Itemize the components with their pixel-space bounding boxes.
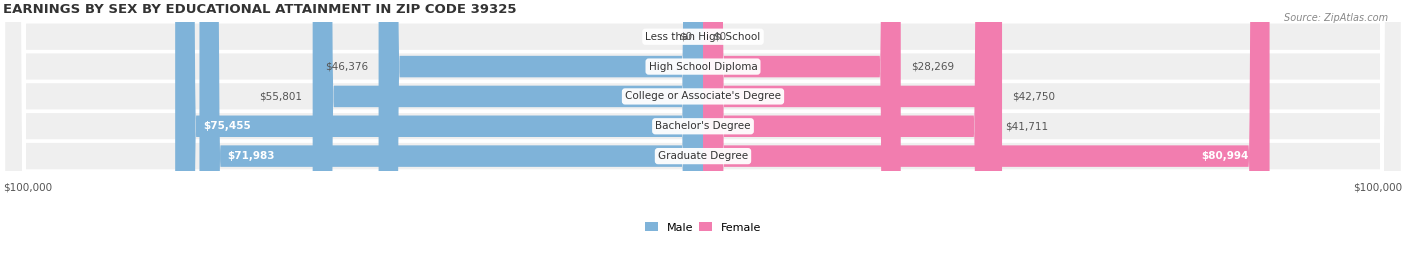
FancyBboxPatch shape bbox=[3, 0, 1403, 268]
Text: $42,750: $42,750 bbox=[1012, 91, 1056, 101]
Text: Graduate Degree: Graduate Degree bbox=[658, 151, 748, 161]
Text: $71,983: $71,983 bbox=[228, 151, 276, 161]
Text: $75,455: $75,455 bbox=[202, 121, 250, 131]
Text: High School Diploma: High School Diploma bbox=[648, 62, 758, 72]
Text: $100,000: $100,000 bbox=[3, 182, 52, 192]
FancyBboxPatch shape bbox=[3, 0, 1403, 268]
FancyBboxPatch shape bbox=[3, 0, 1403, 268]
Text: $0: $0 bbox=[679, 32, 693, 42]
FancyBboxPatch shape bbox=[200, 0, 703, 268]
Text: Bachelor's Degree: Bachelor's Degree bbox=[655, 121, 751, 131]
Text: $0: $0 bbox=[713, 32, 727, 42]
FancyBboxPatch shape bbox=[3, 0, 1403, 268]
Text: $46,376: $46,376 bbox=[325, 62, 368, 72]
Text: $100,000: $100,000 bbox=[1354, 182, 1403, 192]
Text: $41,711: $41,711 bbox=[1005, 121, 1049, 131]
Text: Less than High School: Less than High School bbox=[645, 32, 761, 42]
FancyBboxPatch shape bbox=[703, 0, 1270, 268]
FancyBboxPatch shape bbox=[176, 0, 703, 268]
FancyBboxPatch shape bbox=[703, 0, 995, 268]
FancyBboxPatch shape bbox=[3, 0, 1403, 268]
Text: Source: ZipAtlas.com: Source: ZipAtlas.com bbox=[1284, 13, 1388, 23]
Text: $28,269: $28,269 bbox=[911, 62, 955, 72]
Legend: Male, Female: Male, Female bbox=[640, 218, 766, 237]
FancyBboxPatch shape bbox=[703, 0, 901, 268]
Text: College or Associate's Degree: College or Associate's Degree bbox=[626, 91, 780, 101]
Text: $55,801: $55,801 bbox=[259, 91, 302, 101]
FancyBboxPatch shape bbox=[312, 0, 703, 268]
FancyBboxPatch shape bbox=[378, 0, 703, 268]
Text: EARNINGS BY SEX BY EDUCATIONAL ATTAINMENT IN ZIP CODE 39325: EARNINGS BY SEX BY EDUCATIONAL ATTAINMEN… bbox=[3, 3, 517, 16]
Text: $80,994: $80,994 bbox=[1201, 151, 1249, 161]
FancyBboxPatch shape bbox=[703, 0, 1002, 268]
